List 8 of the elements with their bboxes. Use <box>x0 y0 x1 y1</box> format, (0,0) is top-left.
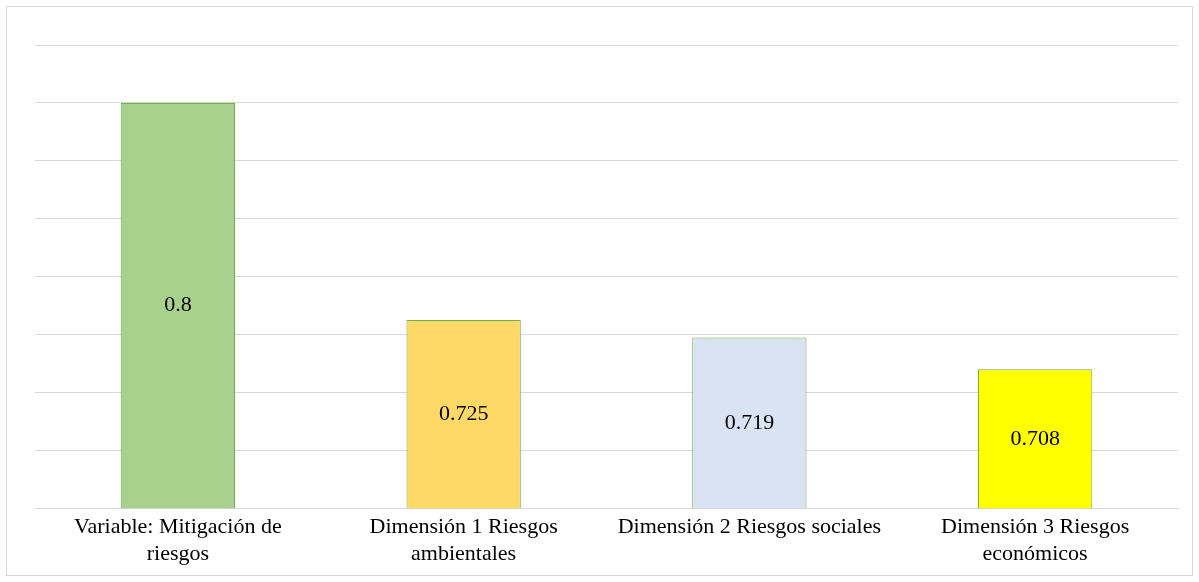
x-tick-label: Variable: Mitigación de riesgos <box>74 513 282 565</box>
data-label: 0.725 <box>438 399 489 425</box>
x-tick-label: Dimensión 3 Riesgos económicos <box>941 513 1130 565</box>
data-label: 0.8 <box>164 291 192 317</box>
data-label: 0.719 <box>724 408 775 434</box>
data-label: 0.708 <box>1010 424 1060 450</box>
x-tick-label: Dimensión 2 Riesgos sociales <box>617 513 882 539</box>
x-tick-label: Dimensión 1 Riesgos ambientales <box>369 513 558 565</box>
